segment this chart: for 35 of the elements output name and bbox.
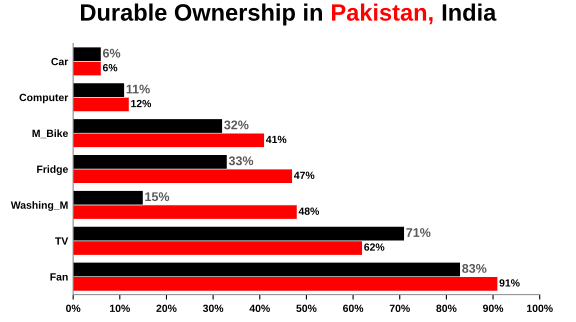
y-tick-label: Car — [51, 58, 68, 66]
x-tick-label: 0% — [66, 304, 80, 312]
x-tick-label: 30% — [202, 304, 224, 312]
y-tick-label: Computer — [20, 94, 68, 104]
x-tick-label: 50% — [296, 304, 317, 312]
data-label: 91% — [499, 279, 520, 287]
y-tick-label: M_Bike — [32, 129, 68, 138]
x-tick-label: 60% — [343, 304, 364, 312]
y-tick-label: Fan — [50, 273, 68, 281]
data-label: 11% — [126, 84, 150, 94]
x-tick-label: 70% — [390, 304, 410, 312]
text: India — [442, 3, 496, 21]
data-label: 83% — [462, 264, 486, 273]
x-tick-label: 90% — [482, 304, 504, 312]
data-label: 6% — [102, 64, 118, 72]
y-tick-label: Fridge — [37, 165, 68, 176]
x-tick-label: 80% — [436, 304, 457, 312]
data-label: 47% — [294, 172, 314, 179]
chart-title: Durable Ownership in — [81, 3, 322, 26]
data-label: 48% — [298, 208, 320, 215]
data-label: 12% — [131, 100, 152, 108]
text: Pakistan, — [332, 3, 433, 24]
x-tick-label: 40% — [250, 304, 270, 312]
y-tick-label: TV — [55, 237, 68, 245]
x-tick-label: 20% — [156, 304, 177, 312]
data-label: 33% — [228, 156, 254, 166]
y-tick-label: Washing_M — [10, 201, 68, 211]
data-label: 15% — [145, 192, 170, 202]
data-label: 6% — [102, 48, 120, 58]
data-label: 41% — [266, 136, 286, 144]
data-label: 62% — [364, 243, 384, 251]
x-tick-label: 10% — [110, 304, 130, 312]
x-tick-label: 100% — [527, 304, 553, 312]
data-label: 32% — [224, 120, 249, 130]
data-label: 71% — [406, 228, 430, 237]
